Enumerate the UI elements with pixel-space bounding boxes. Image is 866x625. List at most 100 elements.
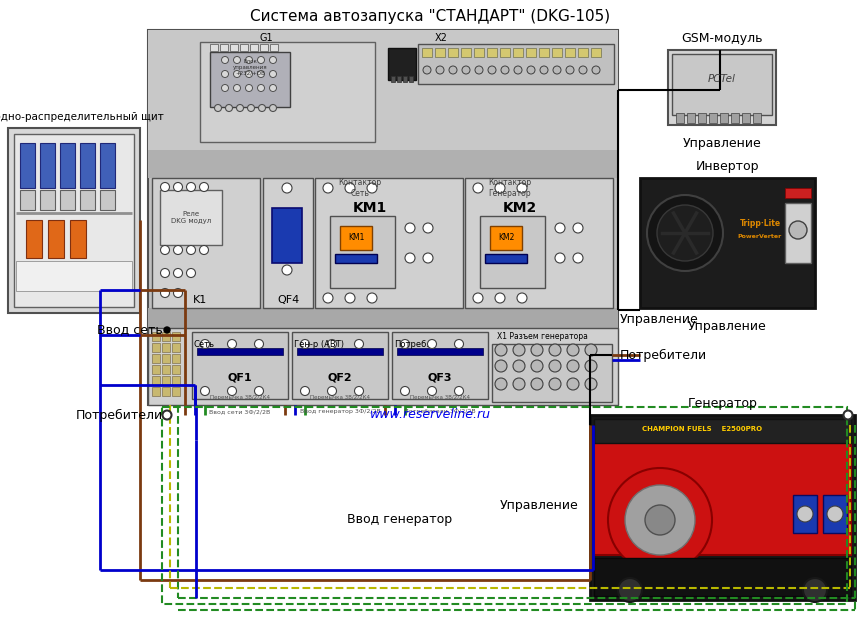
- Circle shape: [400, 386, 410, 396]
- Text: Перемычка 3В/2/2К4: Перемычка 3В/2/2К4: [310, 396, 370, 401]
- Text: Управление: Управление: [688, 320, 767, 333]
- Bar: [148, 328, 618, 405]
- Bar: [340, 226, 372, 250]
- Bar: [40, 190, 55, 210]
- Circle shape: [579, 66, 587, 74]
- Circle shape: [215, 104, 222, 111]
- Bar: [210, 52, 290, 107]
- Bar: [152, 354, 160, 363]
- Circle shape: [585, 344, 597, 356]
- Circle shape: [517, 293, 527, 303]
- Text: Потребители: Потребители: [620, 349, 708, 361]
- Circle shape: [531, 360, 543, 372]
- Bar: [397, 76, 401, 82]
- Bar: [148, 30, 618, 405]
- Bar: [220, 44, 228, 51]
- Text: PowerVerter: PowerVerter: [738, 234, 782, 239]
- Bar: [492, 344, 612, 402]
- Circle shape: [160, 246, 170, 254]
- Bar: [335, 254, 377, 263]
- Bar: [272, 208, 302, 263]
- Circle shape: [163, 411, 171, 419]
- Circle shape: [222, 56, 229, 64]
- Text: PCTel: PCTel: [708, 74, 736, 84]
- Text: Перемычка 3В/2/2К4: Перемычка 3В/2/2К4: [210, 396, 270, 401]
- Bar: [16, 261, 132, 291]
- Bar: [578, 48, 588, 57]
- Text: X2: X2: [435, 33, 448, 43]
- Circle shape: [186, 269, 196, 278]
- Circle shape: [405, 223, 415, 233]
- Text: Блок
управления
+232/+DB: Блок управления +232/+DB: [233, 59, 268, 75]
- Circle shape: [566, 66, 574, 74]
- Circle shape: [354, 386, 364, 396]
- Text: Ввод сеть: Ввод сеть: [97, 324, 163, 336]
- Circle shape: [513, 360, 525, 372]
- Bar: [672, 54, 772, 115]
- Circle shape: [514, 66, 522, 74]
- Circle shape: [301, 339, 309, 349]
- Circle shape: [367, 183, 377, 193]
- Bar: [152, 376, 160, 385]
- Bar: [100, 190, 115, 210]
- Circle shape: [173, 182, 183, 191]
- Bar: [263, 178, 313, 308]
- Circle shape: [549, 378, 561, 390]
- Bar: [485, 254, 527, 263]
- Circle shape: [186, 246, 196, 254]
- Bar: [391, 76, 395, 82]
- Bar: [192, 332, 288, 399]
- Bar: [565, 48, 575, 57]
- Text: Потреб.: Потреб.: [394, 340, 429, 349]
- Circle shape: [327, 339, 337, 349]
- Circle shape: [345, 183, 355, 193]
- Circle shape: [173, 269, 183, 278]
- Bar: [250, 44, 258, 51]
- Bar: [785, 188, 811, 198]
- Bar: [240, 44, 248, 51]
- Circle shape: [517, 183, 527, 193]
- Bar: [474, 48, 484, 57]
- Circle shape: [160, 182, 170, 191]
- Bar: [461, 48, 471, 57]
- Text: K1: K1: [193, 295, 207, 305]
- Text: Генератор: Генератор: [688, 397, 758, 410]
- Text: Управление: Управление: [500, 499, 578, 511]
- Text: X1 Разъем генератора: X1 Разъем генератора: [497, 332, 588, 341]
- Bar: [172, 387, 180, 396]
- Bar: [162, 407, 847, 604]
- Circle shape: [400, 339, 410, 349]
- Bar: [742, 113, 750, 123]
- Bar: [487, 48, 497, 57]
- Text: Tripp·Lite: Tripp·Lite: [740, 219, 780, 228]
- Circle shape: [423, 66, 431, 74]
- Circle shape: [245, 56, 253, 64]
- Text: Перемычка 3В/2/2К4: Перемычка 3В/2/2К4: [410, 396, 470, 401]
- Bar: [785, 203, 811, 263]
- Bar: [500, 48, 510, 57]
- Circle shape: [475, 66, 483, 74]
- Circle shape: [255, 386, 263, 396]
- Bar: [270, 44, 278, 51]
- Circle shape: [531, 378, 543, 390]
- Circle shape: [255, 339, 263, 349]
- Bar: [100, 143, 115, 188]
- Circle shape: [257, 56, 264, 64]
- Bar: [172, 332, 180, 341]
- Text: Ввод
пит.зажим: Ввод пит.зажим: [269, 192, 305, 203]
- Circle shape: [657, 205, 713, 261]
- Text: Потребители 3Ф/2/2В: Потребители 3Ф/2/2В: [404, 409, 475, 414]
- Bar: [552, 48, 562, 57]
- Circle shape: [323, 183, 333, 193]
- Circle shape: [428, 386, 436, 396]
- Bar: [172, 365, 180, 374]
- Circle shape: [282, 265, 292, 275]
- Bar: [315, 178, 463, 308]
- Text: Контактор
Генератор: Контактор Генератор: [488, 178, 532, 198]
- Circle shape: [495, 293, 505, 303]
- Bar: [152, 332, 160, 341]
- Bar: [435, 48, 445, 57]
- Bar: [20, 143, 35, 188]
- Circle shape: [797, 506, 813, 522]
- Bar: [172, 343, 180, 352]
